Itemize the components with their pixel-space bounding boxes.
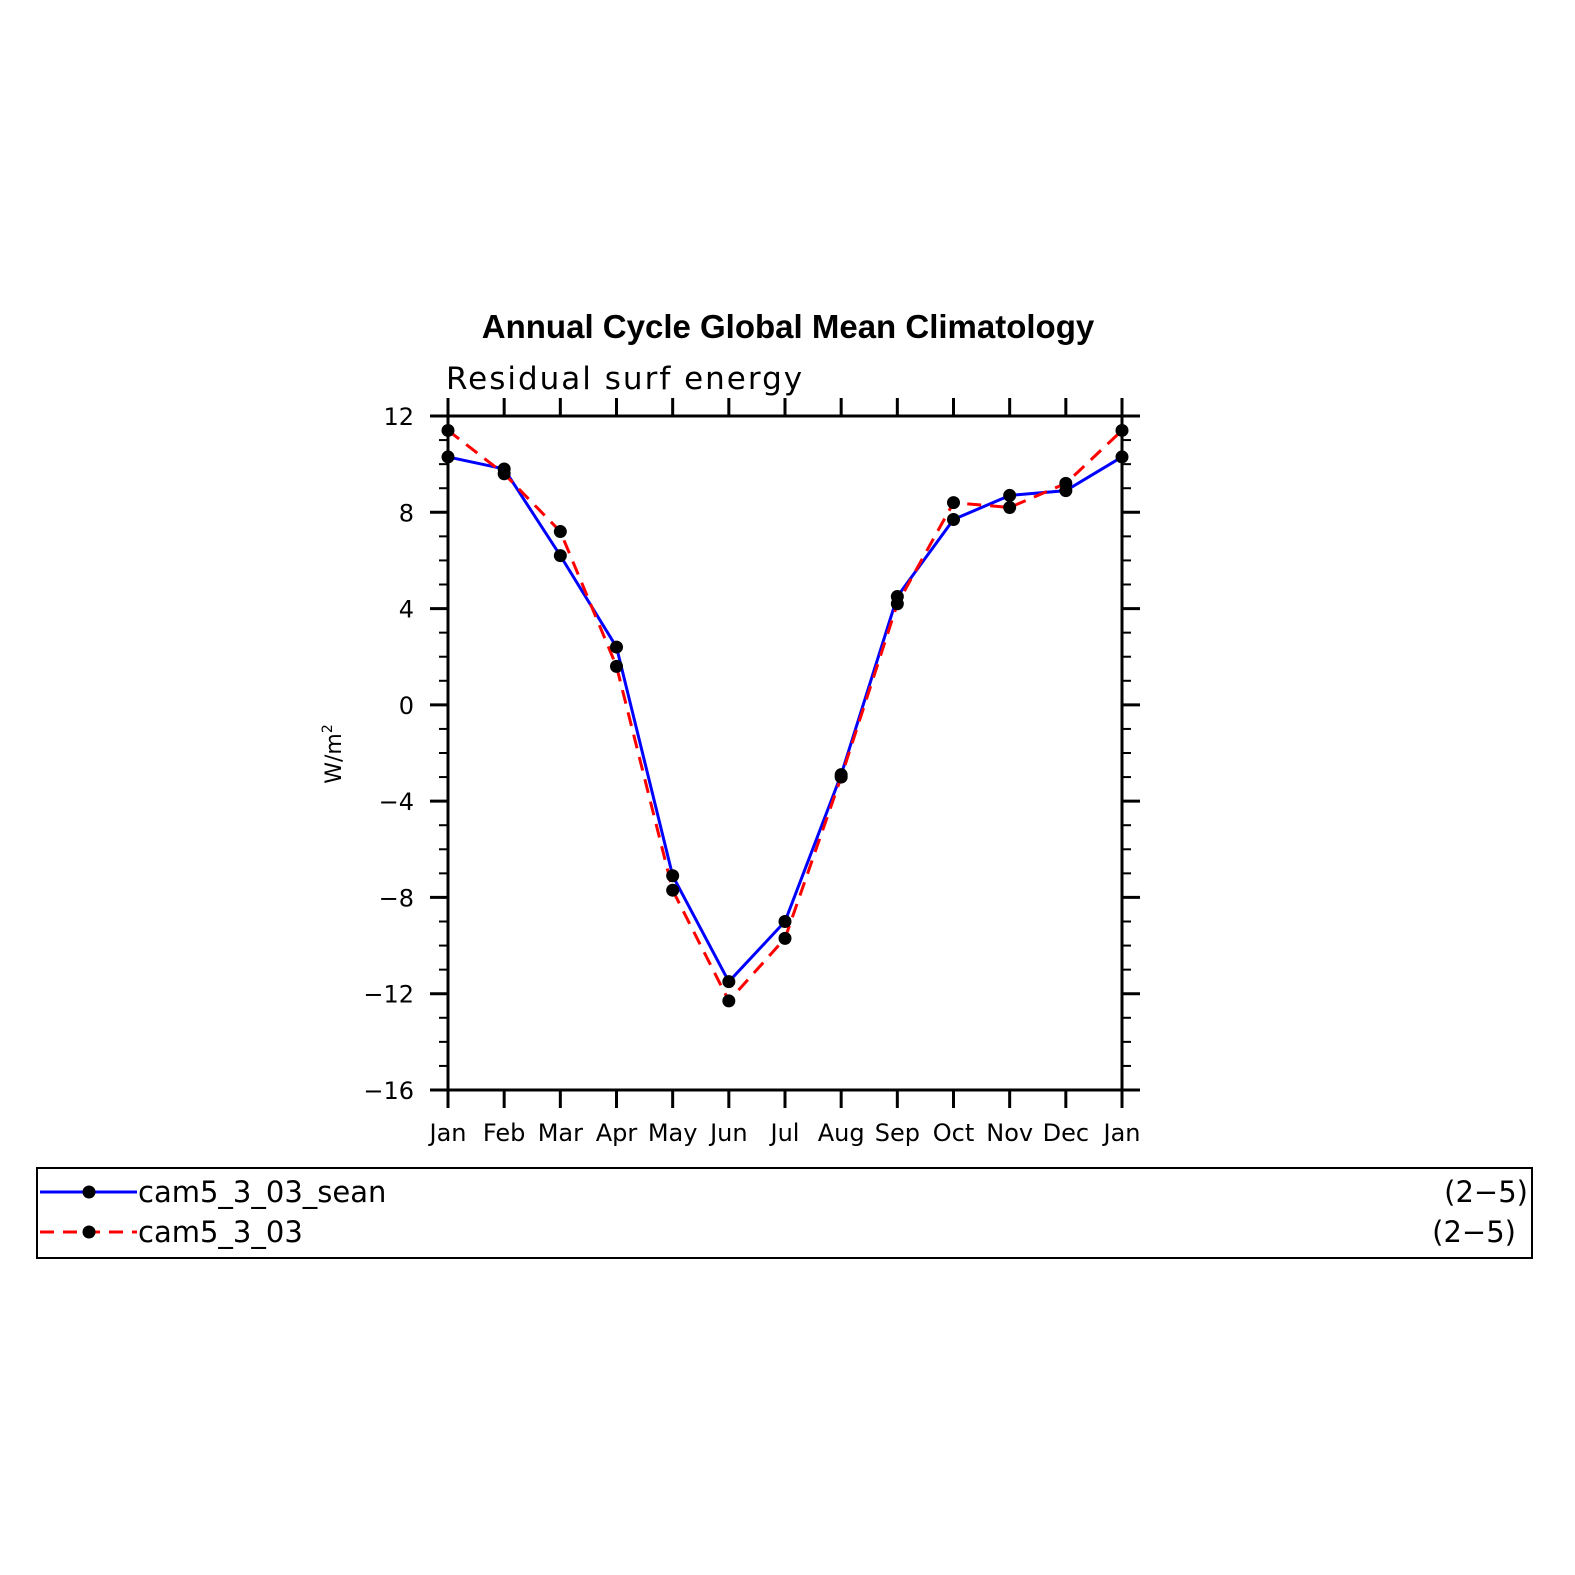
legend-label: cam5_3_03_sean <box>138 1175 386 1209</box>
legend-range: (2−5) <box>1444 1175 1528 1209</box>
legend-marker <box>82 1225 96 1239</box>
series-line-cam5_3_03_sean <box>447 455 1123 985</box>
plot-axes: Jan Feb Mar Apr May Jun Jul Aug Sep Oct Nov Dec Jan−… <box>320 398 1141 1147</box>
data-point-cam5_3_03 <box>947 496 960 510</box>
y-tick-label: 12 <box>383 403 414 431</box>
data-point-cam5_3_03_sean <box>947 513 960 527</box>
plot-frame <box>446 414 1124 1092</box>
legend-box <box>36 1167 1533 1259</box>
chart-title: Annual Cycle Global Mean Climatology <box>482 308 1095 345</box>
legend: cam5_3_03_sean (2−5) cam5_3_03 (2−5) <box>36 1167 1533 1259</box>
data-point-cam5_3_03_sean <box>778 915 792 928</box>
chart-subtitle: Residual surf energy <box>446 361 804 397</box>
y-tick-label: −12 <box>363 981 414 1009</box>
legend-marker <box>82 1185 96 1199</box>
data-point-cam5_3_03 <box>890 597 904 611</box>
x-tick-label: Jan <box>428 1119 467 1147</box>
legend-range: (2−5) <box>1432 1215 1516 1249</box>
data-point-cam5_3_03_sean <box>1003 488 1017 502</box>
data-point-cam5_3_03_sean <box>553 549 567 563</box>
x-tick-label: Mar <box>538 1119 583 1147</box>
x-tick-label: Oct <box>933 1119 975 1147</box>
data-point-cam5_3_03_sean <box>441 450 455 464</box>
x-tick-label: Apr <box>596 1119 638 1147</box>
legend-label: cam5_3_03 <box>138 1215 303 1249</box>
y-tick-label: 4 <box>399 596 414 624</box>
x-tick-label: Jan <box>1102 1119 1141 1147</box>
data-point-cam5_3_03 <box>497 467 511 481</box>
data-point-cam5_3_03 <box>666 883 680 897</box>
data-point-cam5_3_03_sean <box>1115 450 1129 464</box>
data-point-cam5_3_03 <box>553 525 567 539</box>
data-point-cam5_3_03 <box>722 994 736 1008</box>
data-point-cam5_3_03_sean <box>610 640 623 654</box>
y-tick-label: 0 <box>399 692 414 720</box>
x-tick-label: Dec <box>1043 1119 1089 1147</box>
series-layer <box>441 423 1129 1008</box>
x-tick-label: Sep <box>875 1119 920 1147</box>
data-point-cam5_3_03 <box>1059 476 1073 490</box>
x-tick-label: Jul <box>769 1119 800 1147</box>
data-point-cam5_3_03 <box>834 770 848 784</box>
data-point-cam5_3_03 <box>1115 423 1129 437</box>
data-point-cam5_3_03 <box>1003 500 1017 514</box>
x-tick-label: Jun <box>708 1119 748 1147</box>
data-point-cam5_3_03 <box>610 659 623 673</box>
y-tick-label: −8 <box>379 884 414 912</box>
data-point-cam5_3_03_sean <box>666 869 680 883</box>
x-tick-label: Aug <box>818 1119 865 1147</box>
data-point-cam5_3_03 <box>441 423 455 437</box>
y-tick-label: 8 <box>399 499 414 527</box>
data-point-cam5_3_03 <box>778 931 792 945</box>
y-tick-label: −16 <box>363 1077 414 1105</box>
y-tick-label: −4 <box>379 788 414 816</box>
x-tick-label: Nov <box>986 1119 1033 1147</box>
y-axis-label: W/m2 <box>320 724 347 784</box>
x-tick-label: Feb <box>483 1119 526 1147</box>
data-point-cam5_3_03_sean <box>722 975 736 989</box>
x-tick-label: May <box>648 1119 698 1147</box>
